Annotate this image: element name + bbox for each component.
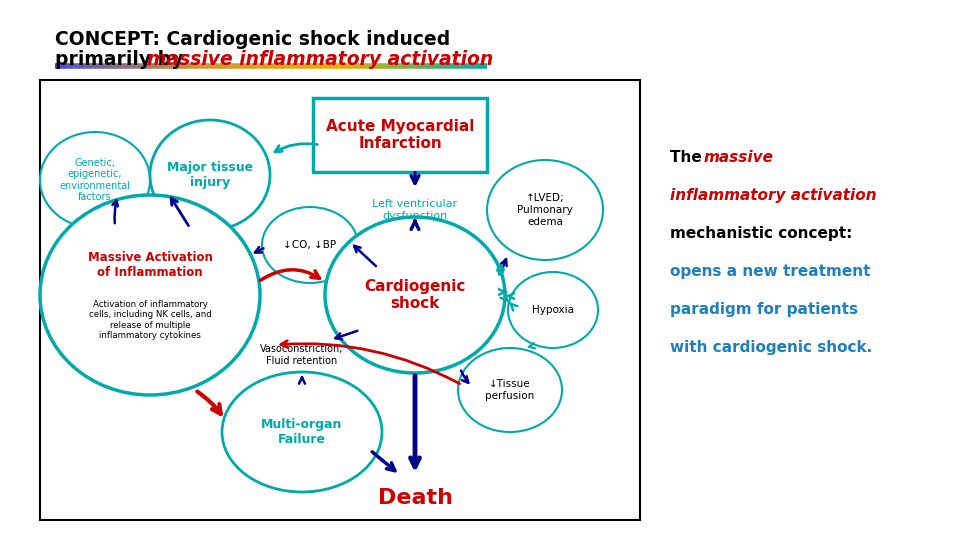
Text: paradigm for patients: paradigm for patients (670, 302, 858, 317)
Text: Genetic,
epigenetic,
environmental
factors: Genetic, epigenetic, environmental facto… (60, 158, 131, 202)
Ellipse shape (40, 195, 260, 395)
Text: Major tissue
injury: Major tissue injury (167, 161, 253, 189)
Ellipse shape (458, 348, 562, 432)
Text: ↓Tissue
perfusion: ↓Tissue perfusion (486, 379, 535, 401)
Ellipse shape (262, 207, 358, 283)
Text: Left ventricular
dysfunction: Left ventricular dysfunction (372, 199, 458, 221)
Text: ↑LVED;
Pulmonary
edema: ↑LVED; Pulmonary edema (517, 193, 573, 227)
Text: primarily by: primarily by (55, 50, 190, 69)
Text: inflammatory activation: inflammatory activation (670, 188, 876, 203)
Text: ↓CO, ↓BP: ↓CO, ↓BP (283, 240, 337, 250)
Text: Acute Myocardial
Infarction: Acute Myocardial Infarction (325, 119, 474, 151)
Text: massive inflammatory activation: massive inflammatory activation (147, 50, 493, 69)
Ellipse shape (40, 132, 150, 228)
Text: Vasoconstriction;
Fluid retention: Vasoconstriction; Fluid retention (260, 344, 344, 366)
Text: opens a new treatment: opens a new treatment (670, 264, 871, 279)
Text: Activation of inflammatory
cells, including NK cells, and
release of multiple
in: Activation of inflammatory cells, includ… (88, 300, 211, 340)
Ellipse shape (150, 120, 270, 230)
Text: The: The (670, 150, 707, 165)
Text: Multi-organ
Failure: Multi-organ Failure (261, 418, 343, 446)
Ellipse shape (325, 217, 505, 373)
Text: Massive Activation
of Inflammation: Massive Activation of Inflammation (87, 251, 212, 279)
Text: Hypoxia: Hypoxia (532, 305, 574, 315)
Text: Death: Death (377, 488, 452, 508)
Text: Cardiogenic
shock: Cardiogenic shock (364, 279, 466, 311)
Ellipse shape (222, 372, 382, 492)
Bar (40, 80, 640, 520)
FancyBboxPatch shape (313, 98, 487, 172)
Text: with cardiogenic shock.: with cardiogenic shock. (670, 340, 873, 355)
Ellipse shape (487, 160, 603, 260)
Text: massive: massive (704, 150, 774, 165)
Text: mechanistic concept:: mechanistic concept: (670, 226, 852, 241)
Ellipse shape (508, 272, 598, 348)
Text: CONCEPT: Cardiogenic shock induced: CONCEPT: Cardiogenic shock induced (55, 30, 450, 49)
